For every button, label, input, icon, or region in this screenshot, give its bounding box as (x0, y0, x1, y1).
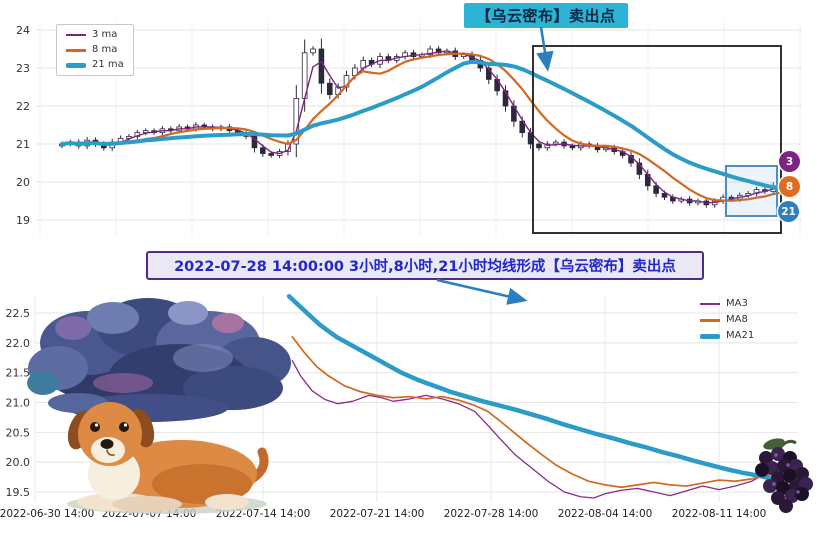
cross-highlight-box (725, 165, 778, 217)
legend-item-MA3: MA3 (700, 299, 754, 309)
top-candlestick-chart: 24 23 22 21 20 19 (16, 22, 802, 236)
y-tick-label: 22.0 (6, 337, 31, 350)
sell-point-callout: 【乌云密布】卖出点 (464, 3, 628, 28)
legend-item-MA21: MA21 (700, 331, 754, 341)
storm-cloud-illustration (27, 298, 291, 422)
ma3-badge: 3 (779, 151, 800, 172)
ma-line-8 (60, 52, 792, 202)
signal-banner: 2022-07-28 14:00:00 3小时,8小时,21小时均线形成【乌云密… (146, 251, 704, 280)
legend-item-8ma: 8 ma (66, 45, 124, 55)
y-tick-label: 19.5 (6, 486, 31, 499)
x-tick-label: 2022-08-04 14:00 (558, 508, 653, 520)
legend-item-21ma: 21 ma (66, 60, 124, 70)
legend-item-MA8: MA8 (700, 315, 754, 325)
legend-label-3ma: 3 ma (92, 29, 118, 40)
top-chart-legend: 3 ma 8 ma 21 ma (56, 24, 134, 76)
legend-label-MA8: MA8 (726, 314, 748, 325)
ma-line-3 (61, 50, 791, 204)
dog-illustration (67, 402, 269, 514)
candle-body (569, 145, 576, 149)
series-MA21 (286, 294, 776, 482)
x-tick-label: 2022-07-21 14:00 (330, 508, 425, 520)
legend-swatch-MA21-icon (700, 333, 720, 339)
x-tick-label: 2022-08-11 14:00 (672, 508, 767, 520)
legend-swatch-MA8-icon (700, 318, 720, 322)
bottom-line-chart: 2022-06-30 14:00 2022-07-07 14:00 2022-07-… (0, 294, 813, 520)
ma21-badge: 21 (778, 201, 799, 222)
legend-swatch-MA3-icon (700, 303, 720, 305)
y-tick-label: 20.0 (6, 456, 31, 469)
y-tick-label: 21 (16, 138, 30, 151)
x-tick-label: 2022-07-28 14:00 (444, 508, 539, 520)
legend-label-MA21: MA21 (726, 330, 755, 341)
legend-item-3ma: 3 ma (66, 30, 124, 40)
y-tick-label: 23 (16, 62, 30, 75)
series-MA3 (291, 360, 774, 499)
y-tick-label: 19 (16, 214, 30, 227)
candle-body (485, 67, 492, 80)
candle-body (251, 135, 258, 149)
y-tick-label: 21.5 (6, 367, 31, 380)
legend-swatch-21ma-icon (66, 62, 86, 68)
bottom-chart-legend: MA3 MA8 MA21 (700, 299, 754, 341)
y-tick-label: 22.5 (6, 307, 31, 320)
candle-body (661, 192, 668, 198)
y-tick-label: 20.5 (6, 426, 31, 439)
sell-region-box (532, 45, 782, 234)
legend-label-MA3: MA3 (726, 298, 748, 309)
legend-swatch-8ma-icon (66, 48, 86, 52)
y-tick-label: 20 (16, 176, 30, 189)
y-tick-label: 22 (16, 100, 30, 113)
ma8-badge: 8 (779, 176, 800, 197)
candle-body (260, 147, 266, 154)
legend-label-21ma: 21 ma (92, 59, 124, 70)
candle-body (427, 48, 433, 56)
x-tick-label: 2022-07-14 14:00 (216, 508, 311, 520)
candle-body (318, 48, 325, 84)
y-tick-label: 24 (16, 24, 30, 37)
y-tick-label: 21.0 (6, 397, 31, 410)
candle-body (552, 141, 559, 145)
candle-body (310, 48, 316, 54)
candle-body (536, 143, 542, 149)
candle-body (653, 185, 659, 194)
ma-line-21 (60, 59, 793, 193)
legend-label-8ma: 8 ma (92, 44, 118, 55)
legend-swatch-3ma-icon (66, 34, 86, 36)
blackberry-illustration (755, 438, 813, 513)
candle-body (268, 153, 274, 156)
series-MA8 (291, 336, 774, 489)
bottom-plot-area: 2022-06-30 14:00 2022-07-07 14:00 2022-07-… (0, 294, 798, 520)
top-plot-area: 24 23 22 21 20 19 (16, 22, 802, 236)
x-tick-label: 2022-06-30 14:00 (0, 508, 94, 520)
candle-body (326, 82, 333, 95)
candle-body (636, 162, 643, 175)
